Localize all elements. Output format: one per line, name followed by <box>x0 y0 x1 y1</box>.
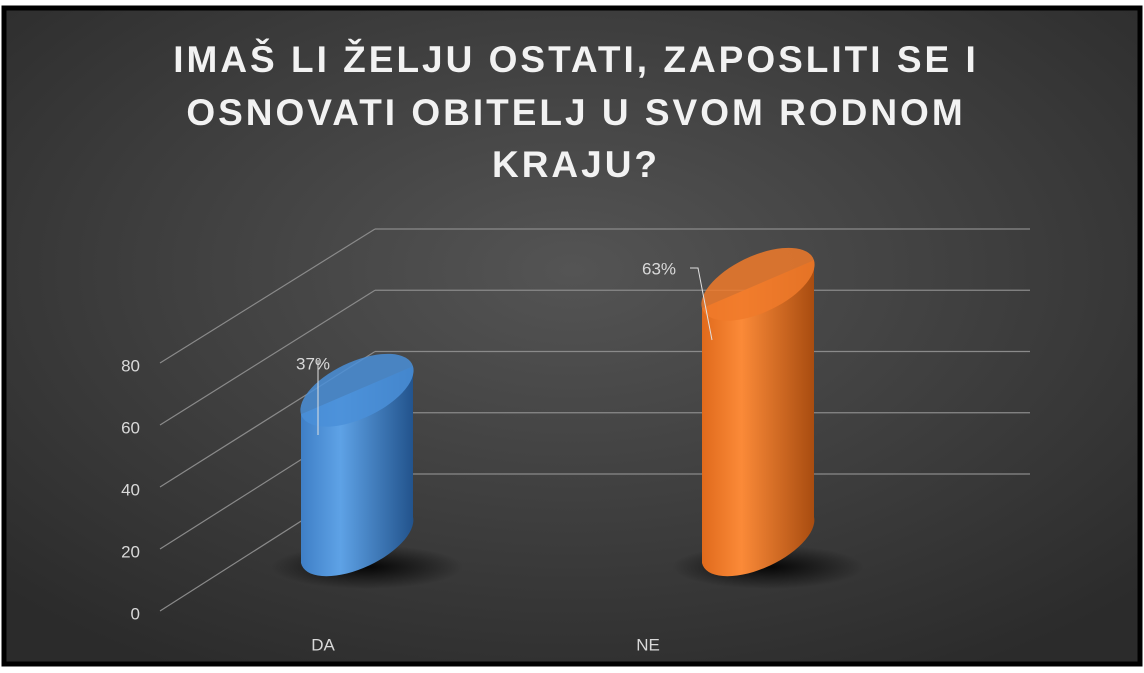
chart-title: IMAŠ LI ŽELJU OSTATI, ZAPOSLITI SE I <box>173 38 979 80</box>
bar <box>702 260 815 577</box>
data-label: 37% <box>296 354 330 373</box>
x-tick-label: DA <box>311 635 335 654</box>
bar-top <box>300 353 414 427</box>
bar-top <box>701 247 815 321</box>
chart-title: OSNOVATI OBITELJ U SVOM RODNOM <box>186 92 965 133</box>
chart-background <box>1 5 1143 667</box>
y-tick-label: 0 <box>131 604 140 623</box>
y-tick-label: 20 <box>121 542 140 561</box>
chart-title: KRAJU? <box>492 144 660 185</box>
y-tick-label: 40 <box>121 480 140 499</box>
grid-line <box>159 228 376 364</box>
y-tick-label: 60 <box>121 418 140 437</box>
data-label: 63% <box>642 259 676 278</box>
x-tick-label: NE <box>636 635 660 654</box>
leader-line <box>690 267 713 341</box>
grid-line <box>159 289 376 426</box>
y-tick-label: 80 <box>121 356 140 375</box>
